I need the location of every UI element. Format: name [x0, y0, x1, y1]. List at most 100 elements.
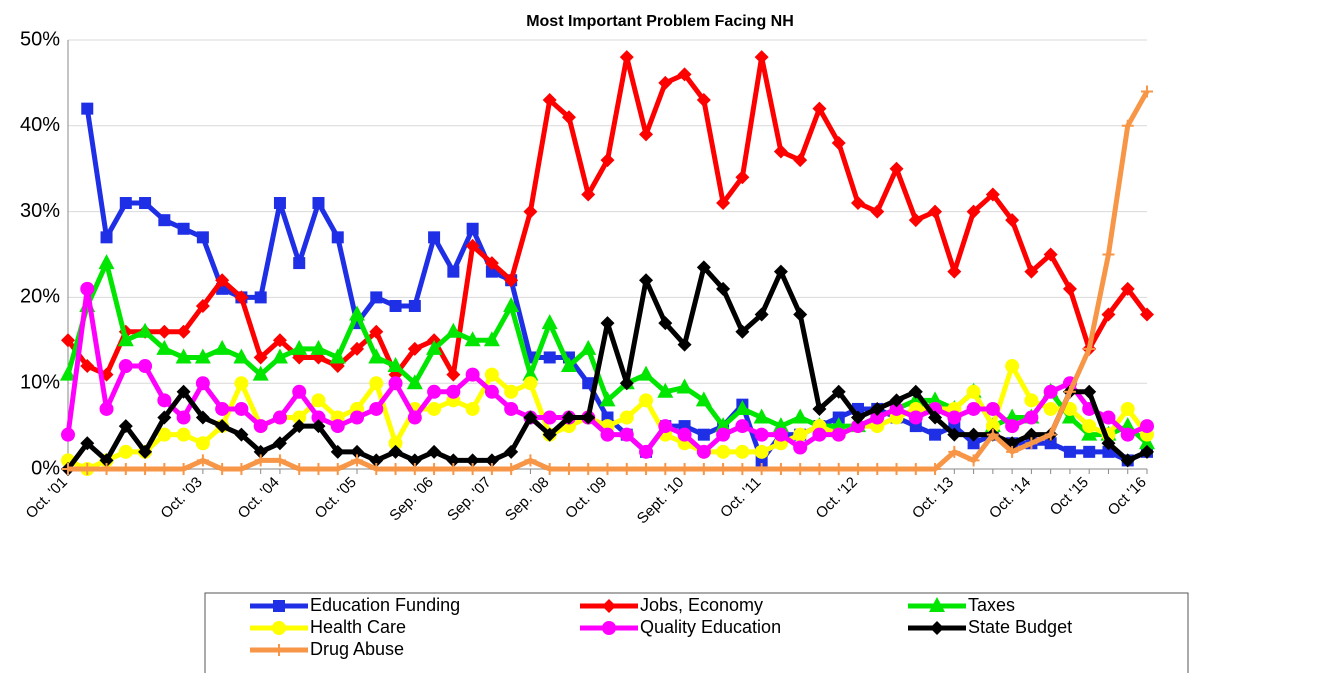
marker	[850, 196, 865, 211]
marker	[273, 197, 286, 210]
marker	[639, 127, 654, 142]
marker	[253, 444, 268, 459]
marker	[330, 419, 345, 434]
marker	[272, 436, 287, 451]
marker	[195, 436, 210, 451]
marker	[851, 463, 864, 475]
marker	[428, 231, 441, 244]
legend-label: Taxes	[968, 595, 1015, 615]
marker	[657, 382, 674, 398]
marker	[253, 419, 268, 434]
marker	[1005, 359, 1020, 374]
marker	[233, 348, 250, 364]
marker	[620, 463, 633, 475]
marker	[832, 463, 845, 475]
marker	[716, 427, 731, 442]
marker	[560, 357, 577, 373]
marker	[734, 399, 751, 415]
marker	[312, 197, 325, 210]
marker	[640, 463, 653, 475]
marker	[1140, 444, 1154, 459]
marker	[754, 427, 769, 442]
chart-title: Most Important Problem Facing NH	[526, 13, 794, 30]
x-tick-label: Oct '16	[1105, 474, 1150, 519]
y-tick-label: 40%	[20, 114, 60, 136]
marker	[407, 453, 422, 468]
marker	[177, 222, 190, 235]
legend-label: Health Care	[310, 617, 406, 637]
marker	[369, 376, 384, 391]
marker	[1082, 384, 1097, 399]
marker	[195, 410, 210, 425]
marker	[581, 187, 596, 202]
marker	[1024, 264, 1039, 279]
marker	[1101, 410, 1116, 425]
marker	[929, 428, 942, 441]
marker	[792, 408, 809, 424]
marker	[754, 50, 769, 65]
marker	[329, 348, 346, 364]
marker	[676, 378, 693, 394]
marker	[772, 417, 789, 433]
marker	[62, 463, 74, 475]
marker	[503, 296, 520, 312]
x-tick-label: Oct. '04	[235, 474, 283, 522]
marker	[889, 161, 904, 176]
marker	[465, 238, 480, 253]
marker	[388, 376, 403, 391]
marker	[447, 265, 460, 278]
marker	[446, 367, 461, 382]
legend-box	[204, 592, 1189, 673]
marker	[1120, 453, 1135, 468]
marker	[80, 359, 95, 374]
x-tick-label: Oct. '05	[312, 474, 360, 522]
marker	[735, 444, 750, 459]
marker	[194, 348, 211, 364]
marker	[793, 307, 808, 322]
marker	[117, 331, 134, 347]
legend-marker	[272, 621, 286, 635]
marker	[370, 291, 383, 304]
marker	[408, 299, 421, 312]
marker	[639, 273, 654, 288]
marker	[909, 463, 922, 475]
marker	[831, 427, 846, 442]
marker	[428, 463, 441, 475]
marker	[908, 410, 923, 425]
marker	[175, 348, 192, 364]
marker	[234, 290, 249, 305]
marker	[985, 419, 1000, 434]
marker	[234, 427, 249, 442]
marker	[890, 463, 903, 475]
x-tick-label: Sept. '10	[634, 474, 688, 528]
marker	[445, 322, 462, 338]
x-tick-label: Oct. '13	[909, 474, 957, 522]
y-tick-label: 0%	[31, 457, 60, 479]
marker	[368, 348, 385, 364]
marker	[908, 213, 923, 228]
marker	[928, 204, 943, 219]
marker	[929, 463, 942, 475]
marker	[389, 463, 402, 475]
marker	[1044, 428, 1057, 441]
marker	[350, 410, 365, 425]
marker	[100, 231, 113, 244]
marker	[235, 463, 248, 475]
legend-marker	[602, 599, 616, 613]
marker	[311, 393, 326, 408]
marker	[311, 410, 326, 425]
marker	[157, 393, 172, 408]
marker	[889, 393, 904, 408]
marker	[196, 454, 209, 467]
marker	[523, 410, 538, 425]
marker	[716, 444, 731, 459]
marker	[697, 463, 710, 475]
marker	[850, 419, 865, 434]
marker	[774, 463, 787, 475]
marker	[599, 391, 616, 407]
marker	[793, 440, 808, 455]
x-tick-label: Oct. '11	[717, 474, 764, 521]
marker	[80, 281, 95, 296]
x-tick-label: Sep. '08	[502, 474, 553, 525]
marker	[61, 427, 75, 442]
